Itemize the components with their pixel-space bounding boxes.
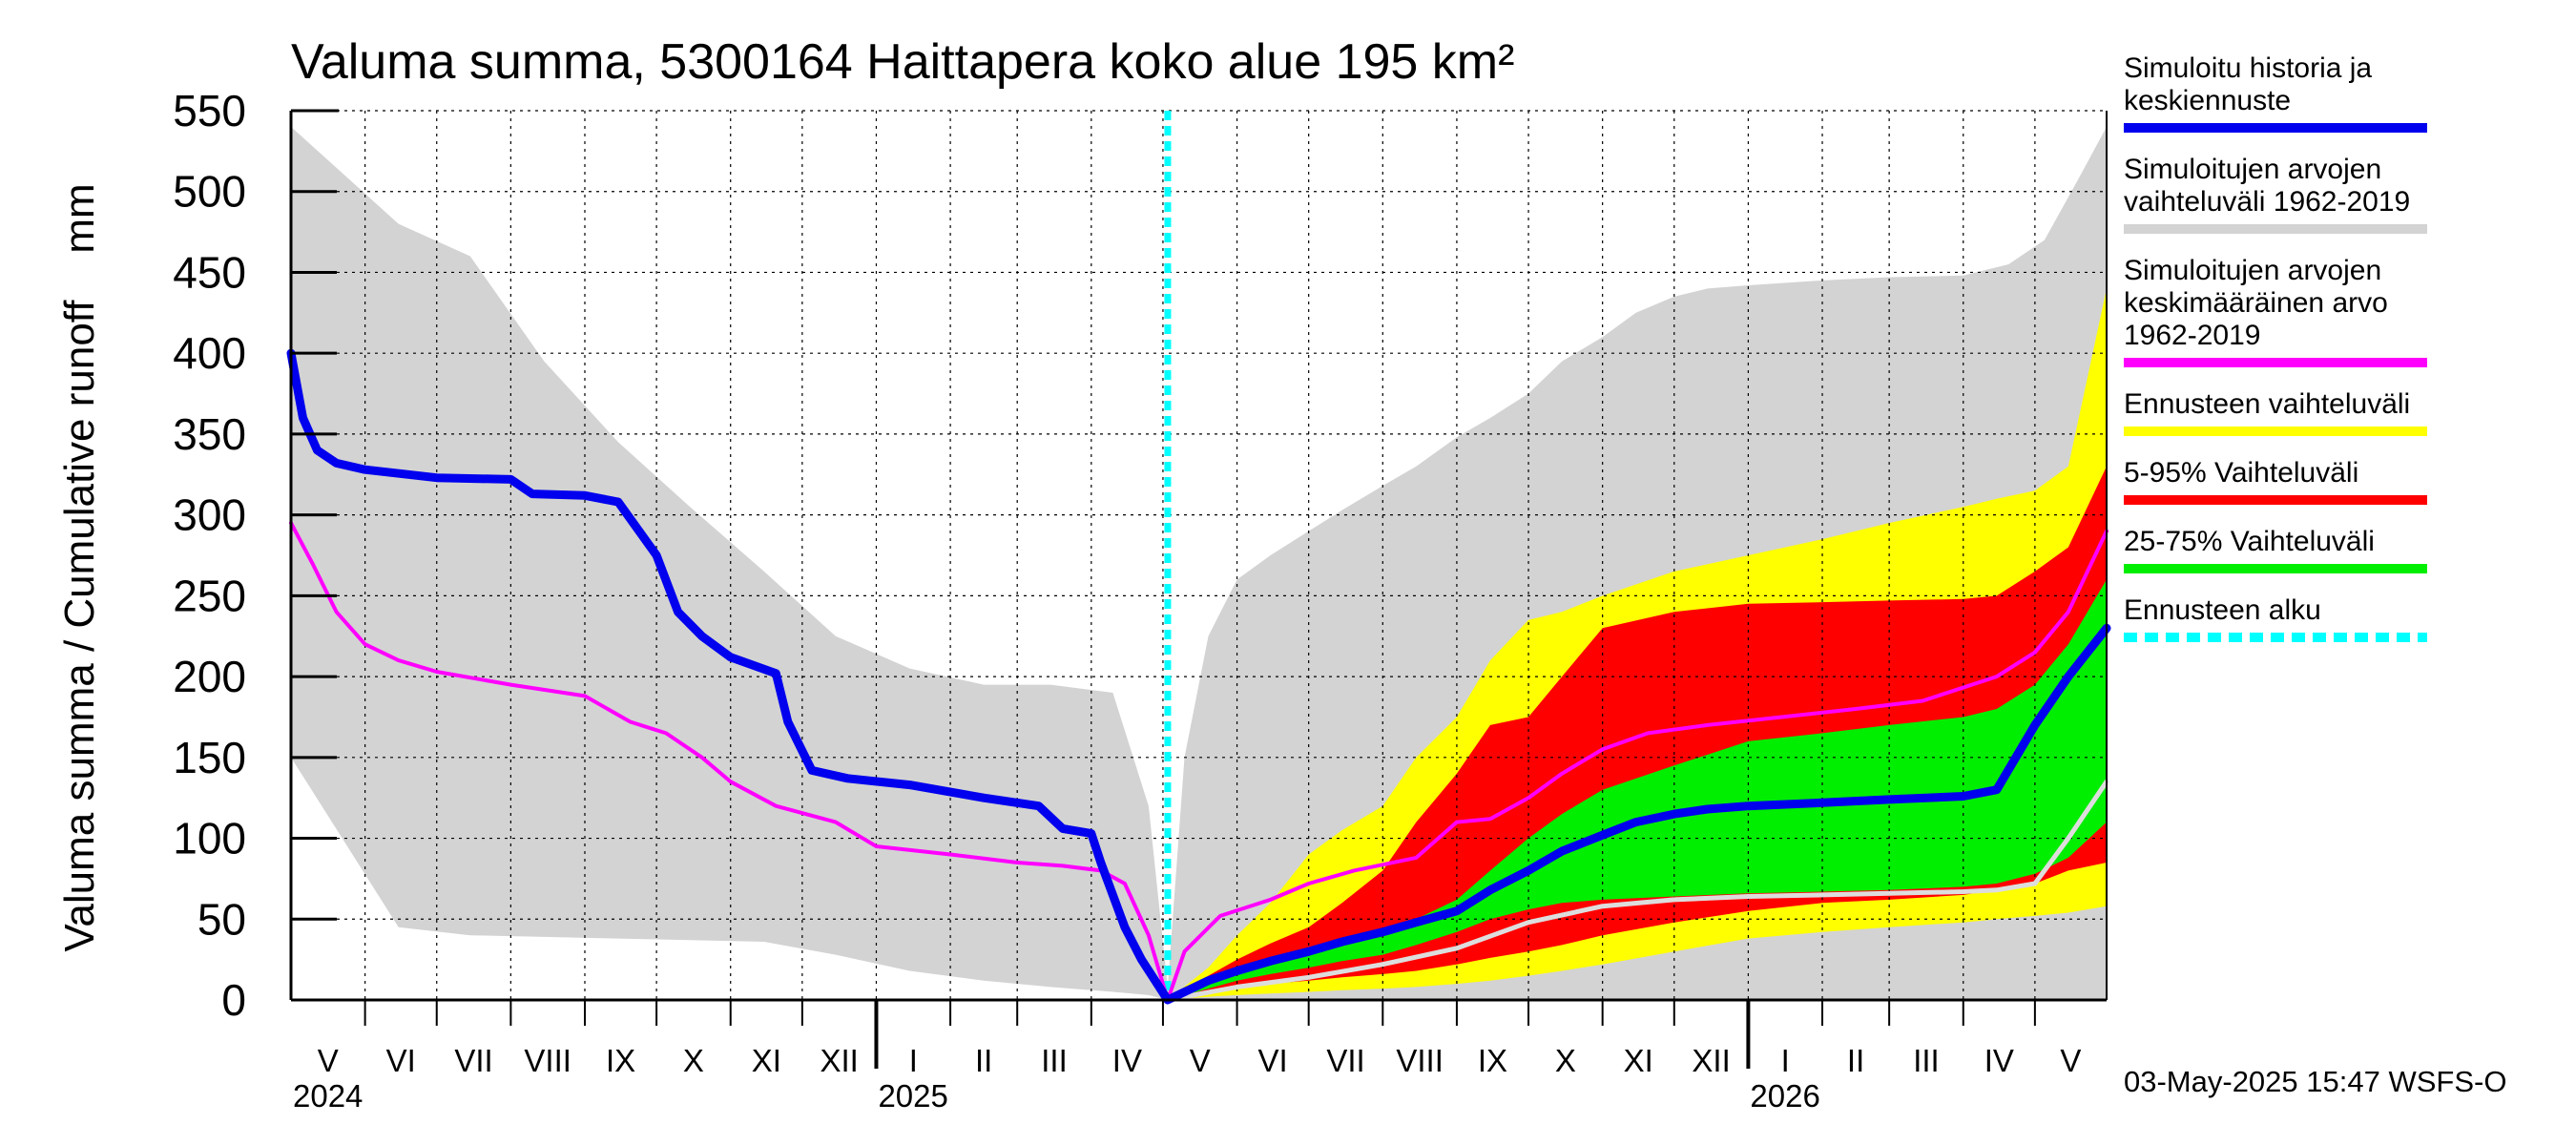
- legend-label: 25-75% Vaihteluväli: [2124, 526, 2375, 557]
- y-tick-label: 500: [173, 167, 246, 217]
- month-label: VIII: [524, 1043, 571, 1078]
- y-axis-label: Valuma summa / Cumulative runoff mm: [56, 183, 103, 951]
- legend-swatch: [2124, 427, 2427, 436]
- month-label: VI: [1258, 1043, 1288, 1078]
- legend-swatch: [2124, 224, 2427, 234]
- legend-swatch: [2124, 633, 2427, 642]
- month-label: IV: [1112, 1043, 1142, 1078]
- legend-item: Simuloitujen arvojen vaihteluväli 1962-2…: [2124, 154, 2429, 234]
- legend-item: Simuloitujen arvojen keskimääräinen arvo…: [2124, 255, 2429, 367]
- band-layer: [291, 126, 2107, 1000]
- month-label: VIII: [1396, 1043, 1444, 1078]
- month-label: VI: [386, 1043, 416, 1078]
- legend-swatch: [2124, 123, 2427, 133]
- month-label: XI: [1624, 1043, 1653, 1078]
- legend: Simuloitu historia ja keskiennuste Simulo…: [2124, 52, 2429, 663]
- chart-title: Valuma summa, 5300164 Haittapera koko al…: [291, 34, 1514, 90]
- month-label: IV: [1984, 1043, 2014, 1078]
- legend-item: Simuloitu historia ja keskiennuste: [2124, 52, 2429, 133]
- band-3: [1167, 579, 2107, 1000]
- month-label: XII: [1692, 1043, 1730, 1078]
- y-tick-label: 250: [173, 571, 246, 620]
- month-label: V: [1190, 1043, 1211, 1078]
- legend-label: 5-95% Vaihteluväli: [2124, 457, 2359, 489]
- month-label: I: [909, 1043, 918, 1078]
- y-tick-label: 350: [173, 409, 246, 459]
- year-label: 2025: [878, 1078, 947, 1114]
- legend-item: Ennusteen alku: [2124, 594, 2429, 642]
- month-label: III: [1913, 1043, 1940, 1078]
- legend-item: Ennusteen vaihteluväli: [2124, 388, 2429, 436]
- month-label: X: [1555, 1043, 1576, 1078]
- y-tick-label: 100: [173, 814, 246, 864]
- y-tick-label: 400: [173, 328, 246, 378]
- month-label: II: [975, 1043, 992, 1078]
- series-line-1: [1165, 779, 2109, 1003]
- legend-label: Simuloitu historia ja keskiennuste: [2124, 52, 2373, 116]
- legend-label: Ennusteen alku: [2124, 594, 2321, 626]
- month-label: VII: [454, 1043, 492, 1078]
- month-label: XI: [752, 1043, 781, 1078]
- month-label: II: [1847, 1043, 1864, 1078]
- legend-swatch: [2124, 358, 2427, 367]
- line-layer: [286, 111, 2111, 1005]
- legend-swatch: [2124, 495, 2427, 505]
- month-label: IX: [606, 1043, 635, 1078]
- legend-label: Ennusteen vaihteluväli: [2124, 388, 2411, 420]
- legend-swatch: [2124, 564, 2427, 573]
- legend-item: 25-75% Vaihteluväli: [2124, 526, 2429, 573]
- legend-item: 5-95% Vaihteluväli: [2124, 457, 2429, 505]
- month-label: V: [2060, 1043, 2081, 1078]
- year-label: 2026: [1750, 1078, 1819, 1114]
- series-line-2: [286, 348, 2111, 1005]
- month-label: I: [1781, 1043, 1790, 1078]
- y-tick-label: 50: [197, 894, 246, 944]
- month-label: IX: [1478, 1043, 1507, 1078]
- y-tick-label: 550: [173, 86, 246, 135]
- legend-label: Simuloitujen arvojen keskimääräinen arvo…: [2124, 255, 2388, 351]
- y-tick-label: 300: [173, 490, 246, 540]
- y-tick-label: 150: [173, 733, 246, 782]
- series-line-0: [289, 521, 2109, 1002]
- month-label: VII: [1326, 1043, 1364, 1078]
- timestamp: 03-May-2025 15:47 WSFS-O: [2124, 1065, 2507, 1098]
- y-tick-label: 450: [173, 247, 246, 297]
- y-tick-label: 200: [173, 652, 246, 701]
- y-tick-label: 0: [221, 975, 246, 1025]
- year-label: 2024: [293, 1078, 363, 1114]
- legend-label: Simuloitujen arvojen vaihteluväli 1962-2…: [2124, 154, 2411, 218]
- month-label: X: [683, 1043, 704, 1078]
- month-label: XII: [820, 1043, 858, 1078]
- month-label: V: [318, 1043, 339, 1078]
- grid-layer: [291, 110, 2107, 1000]
- month-label: III: [1041, 1043, 1068, 1078]
